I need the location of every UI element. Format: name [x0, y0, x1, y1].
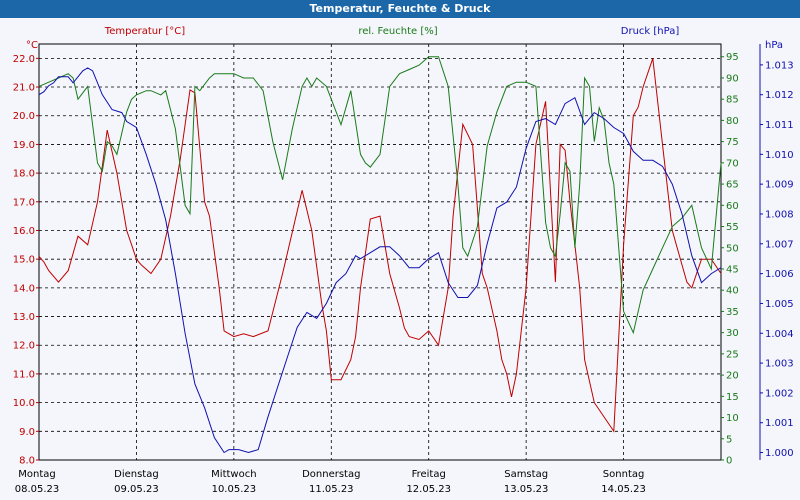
- temperature-unit: °C: [26, 40, 38, 51]
- humidity-tick-label: 95: [726, 52, 739, 63]
- pressure-tick-label: 1.008: [765, 209, 794, 220]
- humidity-tick-label: 20: [726, 371, 739, 382]
- x-day-label: Donnerstag: [302, 469, 360, 480]
- humidity-tick-label: 25: [726, 349, 739, 360]
- humidity-tick-label: 75: [726, 137, 739, 148]
- humidity-tick-label: 35: [726, 307, 739, 318]
- x-axis: Montag 08.05.23 Dienstag 09.05.23 Mittwoch 10…: [15, 469, 646, 495]
- x-date-label: 13.05.23: [504, 484, 549, 495]
- temperature-tick-label: 20.0: [13, 111, 35, 122]
- humidity-tick-label: 45: [726, 264, 739, 275]
- temperature-tick-label: 22.0: [13, 54, 35, 65]
- pressure-unit: hPa: [765, 40, 783, 51]
- humidity-tick-label: 55: [726, 222, 739, 233]
- humidity-tick-label: 5: [726, 434, 732, 445]
- pressure-tick-label: 1.004: [765, 329, 794, 340]
- series-group: [38, 56, 722, 454]
- pressure-tick-label: 1.013: [765, 60, 794, 71]
- window-title: Temperatur, Feuchte & Druck: [0, 0, 800, 18]
- x-date-label: 11.05.23: [309, 484, 354, 495]
- humidity-tick-label: 15: [726, 392, 739, 403]
- x-day-label: Montag: [18, 469, 55, 480]
- x-day-label: Sonntag: [603, 469, 645, 480]
- pressure-tick-label: 1.005: [765, 299, 794, 310]
- pressure-tick-label: 1.012: [765, 90, 794, 101]
- temperature-tick-label: 17.0: [13, 197, 35, 208]
- x-day-label: Freitag: [412, 469, 446, 480]
- temperature-tick-label: 14.0: [13, 283, 35, 294]
- humidity-tick-label: 90: [726, 73, 739, 84]
- temperature-axis-label: Temperatur [°C]: [104, 26, 185, 37]
- humidity-axis: 0 5 10 15 20 25 30 35 40 45 50 55 60 65 70 75 80 85 90 95: [721, 52, 739, 467]
- temperature-axis: 8.0 9.0 10.0 11.0 12.0 13.0 14.0 15.0 16.0 17.0 18…: [13, 54, 39, 467]
- humidity-tick-label: 30: [726, 328, 739, 339]
- temperature-tick-label: 21.0: [13, 83, 35, 94]
- pressure-axis-label: Druck [hPa]: [621, 26, 680, 37]
- temperature-tick-label: 9.0: [19, 427, 35, 438]
- temperature-tick-label: 13.0: [13, 312, 35, 323]
- pressure-tick-label: 1.009: [765, 180, 794, 191]
- humidity-tick-label: 80: [726, 116, 739, 127]
- pressure-tick-label: 1.001: [765, 418, 794, 429]
- x-day-label: Mittwoch: [211, 469, 256, 480]
- pressure-axis: 1.000 1.001 1.002 1.003 1.004 1.005 1.006 1.007…: [759, 44, 794, 460]
- humidity-axis-label: rel. Feuchte [%]: [358, 26, 437, 37]
- temperature-tick-label: 12.0: [13, 341, 35, 352]
- x-date-label: 09.05.23: [114, 484, 159, 495]
- pressure-tick-label: 1.010: [765, 150, 794, 161]
- pressure-tick-label: 1.000: [765, 448, 794, 459]
- series-line-temperature: [38, 58, 722, 433]
- humidity-tick-label: 65: [726, 180, 739, 191]
- temperature-tick-label: 8.0: [19, 456, 35, 467]
- plot-area: [38, 43, 722, 461]
- x-date-label: 12.05.23: [406, 484, 451, 495]
- humidity-tick-label: 40: [726, 286, 739, 297]
- humidity-tick-label: 70: [726, 158, 739, 169]
- temperature-tick-label: 19.0: [13, 140, 35, 151]
- temperature-tick-label: 11.0: [13, 369, 35, 380]
- temperature-tick-label: 16.0: [13, 226, 35, 237]
- series-line-pressure: [38, 67, 722, 454]
- series-line-humidity: [38, 56, 722, 335]
- x-date-label: 14.05.23: [601, 484, 646, 495]
- humidity-tick-label: 60: [726, 201, 739, 212]
- humidity-tick-label: 50: [726, 243, 739, 254]
- temperature-tick-label: 15.0: [13, 255, 35, 266]
- pressure-tick-label: 1.007: [765, 239, 794, 250]
- pressure-tick-label: 1.006: [765, 269, 794, 280]
- pressure-tick-label: 1.002: [765, 388, 794, 399]
- humidity-tick-label: 10: [726, 413, 739, 424]
- x-day-label: Samstag: [504, 469, 548, 480]
- pressure-tick-label: 1.003: [765, 359, 794, 370]
- humidity-tick-label: 0: [726, 456, 732, 467]
- pressure-tick-label: 1.011: [765, 120, 794, 131]
- temperature-tick-label: 10.0: [13, 398, 35, 409]
- x-date-label: 10.05.23: [212, 484, 257, 495]
- x-day-label: Dienstag: [114, 469, 159, 480]
- humidity-tick-label: 85: [726, 95, 739, 106]
- temperature-tick-label: 18.0: [13, 169, 35, 180]
- x-date-label: 08.05.23: [15, 484, 60, 495]
